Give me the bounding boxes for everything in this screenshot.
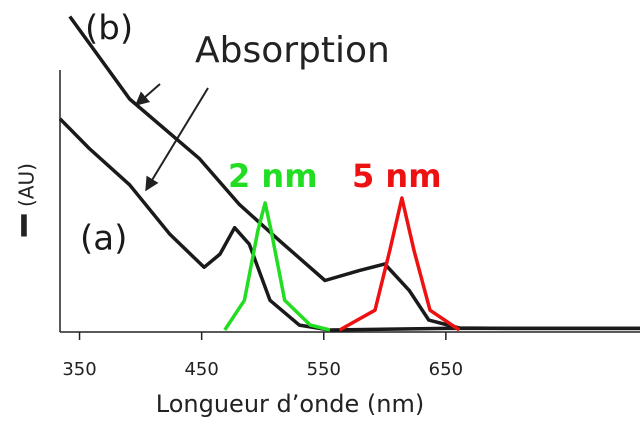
line <box>223 201 331 332</box>
series-label: (b) <box>85 9 133 49</box>
annotation: Absorption <box>195 30 390 71</box>
y-label-unit: (AU) <box>15 163 39 207</box>
x-tick-label: 650 <box>429 359 463 380</box>
x-tick-label: 550 <box>307 359 341 380</box>
line <box>58 117 640 332</box>
series-label: 2 nm <box>228 157 318 195</box>
x-tick-label: 350 <box>62 359 96 380</box>
x-tick-label: 450 <box>184 359 218 380</box>
x-label: Longueur d’onde (nm) <box>156 390 424 418</box>
line <box>338 196 461 332</box>
series-label: 5 nm <box>352 157 442 195</box>
arrow <box>134 83 161 106</box>
y-label-symbol: I <box>18 210 29 245</box>
series-label: (a) <box>80 219 127 259</box>
